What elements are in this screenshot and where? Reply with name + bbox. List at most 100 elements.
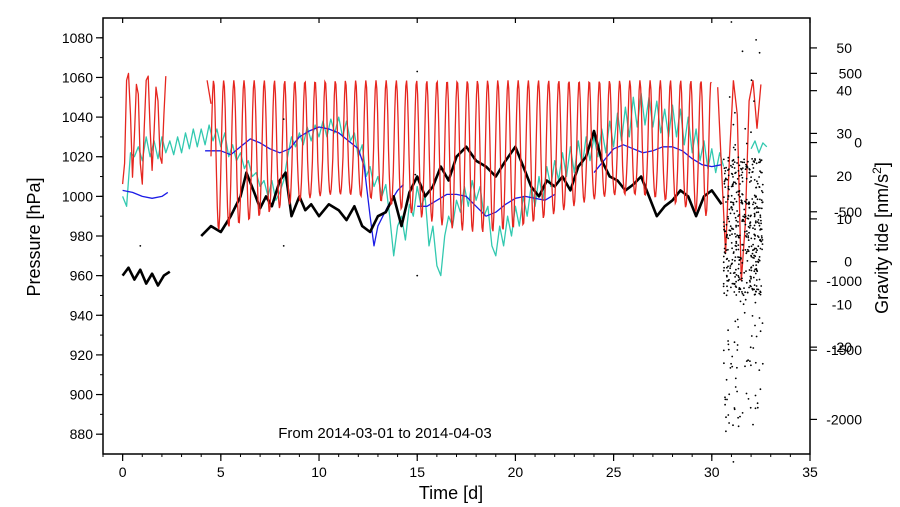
x-tick-label: 15	[409, 464, 425, 480]
noise-point	[743, 220, 745, 223]
noise-point	[753, 179, 756, 181]
noise-point	[744, 291, 746, 294]
noise-point	[761, 248, 763, 251]
gravity-tide-line-segment-1	[121, 72, 167, 185]
noise-point	[761, 362, 764, 365]
noise-point	[139, 245, 142, 247]
noise-point	[722, 285, 725, 288]
noise-point	[738, 291, 741, 293]
noise-point	[732, 158, 735, 161]
noise-point	[728, 278, 730, 281]
y-axis-left-title: Pressure [hPa]	[24, 177, 44, 296]
noise-point	[739, 272, 742, 274]
noise-point	[748, 269, 751, 271]
noise-point	[761, 171, 763, 174]
noise-point	[737, 244, 740, 247]
noise-point	[747, 239, 750, 242]
noise-point	[755, 251, 758, 254]
noise-point	[731, 247, 733, 250]
noise-point	[731, 166, 734, 169]
noise-point	[727, 340, 729, 342]
noise-point	[749, 222, 751, 225]
noise-point	[738, 259, 741, 261]
date-range-annotation: From 2014-03-01 to 2014-04-03	[278, 425, 491, 442]
noise-point	[760, 199, 763, 202]
noise-point	[753, 237, 756, 240]
noise-point	[758, 317, 761, 319]
noise-point	[741, 277, 743, 280]
noise-point	[728, 229, 731, 232]
noise-point	[733, 271, 736, 274]
noise-point	[743, 311, 746, 314]
noise-point	[745, 163, 747, 166]
noise-point	[738, 288, 740, 291]
noise-point	[741, 50, 744, 53]
noise-point	[730, 194, 733, 197]
noise-point	[732, 461, 735, 463]
noise-point	[747, 214, 750, 217]
y-left-tick-label: 980	[70, 228, 94, 244]
noise-point	[761, 183, 764, 186]
noise-point	[750, 269, 753, 272]
noise-point	[748, 279, 751, 282]
noise-point	[729, 234, 731, 237]
noise-point	[760, 222, 762, 225]
noise-point	[745, 360, 748, 362]
noise-point	[753, 284, 756, 286]
noise-point	[737, 224, 740, 227]
noise-point	[757, 288, 760, 291]
noise-point	[725, 201, 727, 203]
noise-point	[727, 265, 729, 268]
noise-point	[755, 186, 757, 189]
noise-point	[751, 163, 754, 166]
noise-point	[728, 260, 730, 262]
noise-point	[732, 251, 735, 253]
noise-point	[726, 266, 728, 269]
noise-point	[741, 193, 744, 196]
noise-point	[758, 292, 761, 295]
gravity-tide-tail-line	[717, 80, 762, 282]
noise-point	[741, 167, 744, 170]
noise-point	[752, 203, 754, 206]
noise-point	[757, 236, 760, 239]
noise-point	[741, 262, 744, 264]
noise-point	[747, 250, 750, 253]
noise-point	[732, 163, 735, 166]
noise-point	[740, 201, 743, 204]
noise-point	[733, 198, 736, 200]
noise-point	[752, 288, 755, 291]
noise-point	[759, 216, 762, 219]
noise-point	[731, 208, 734, 211]
noise-point	[755, 211, 758, 214]
noise-point	[761, 322, 764, 324]
noise-point	[747, 160, 749, 163]
noise-point	[730, 164, 732, 167]
noise-point	[728, 422, 730, 424]
y-left-tick-label: 1040	[62, 109, 93, 125]
noise-point	[751, 252, 754, 255]
noise-point	[739, 195, 741, 198]
blue-series-line-segment-1	[122, 189, 169, 199]
noise-point	[730, 201, 732, 204]
noise-point	[758, 224, 761, 227]
noise-point	[726, 285, 728, 288]
noise-point	[723, 292, 726, 295]
noise-point	[734, 244, 737, 247]
noise-point	[733, 283, 736, 285]
noise-point	[758, 51, 761, 54]
noise-point	[753, 254, 755, 257]
noise-point	[725, 166, 727, 169]
noise-point	[759, 214, 762, 217]
noise-point	[725, 416, 727, 419]
noise-point	[737, 425, 740, 428]
noise-point	[725, 178, 727, 180]
y-right-upper-tick-label: 10	[836, 211, 852, 227]
noise-point	[748, 286, 750, 289]
noise-point	[723, 362, 725, 365]
noise-point	[755, 279, 758, 281]
noise-point	[750, 245, 753, 248]
noise-point	[743, 213, 746, 216]
noise-point	[758, 222, 760, 225]
noise-point	[737, 279, 740, 282]
x-tick-label: 30	[704, 464, 720, 480]
